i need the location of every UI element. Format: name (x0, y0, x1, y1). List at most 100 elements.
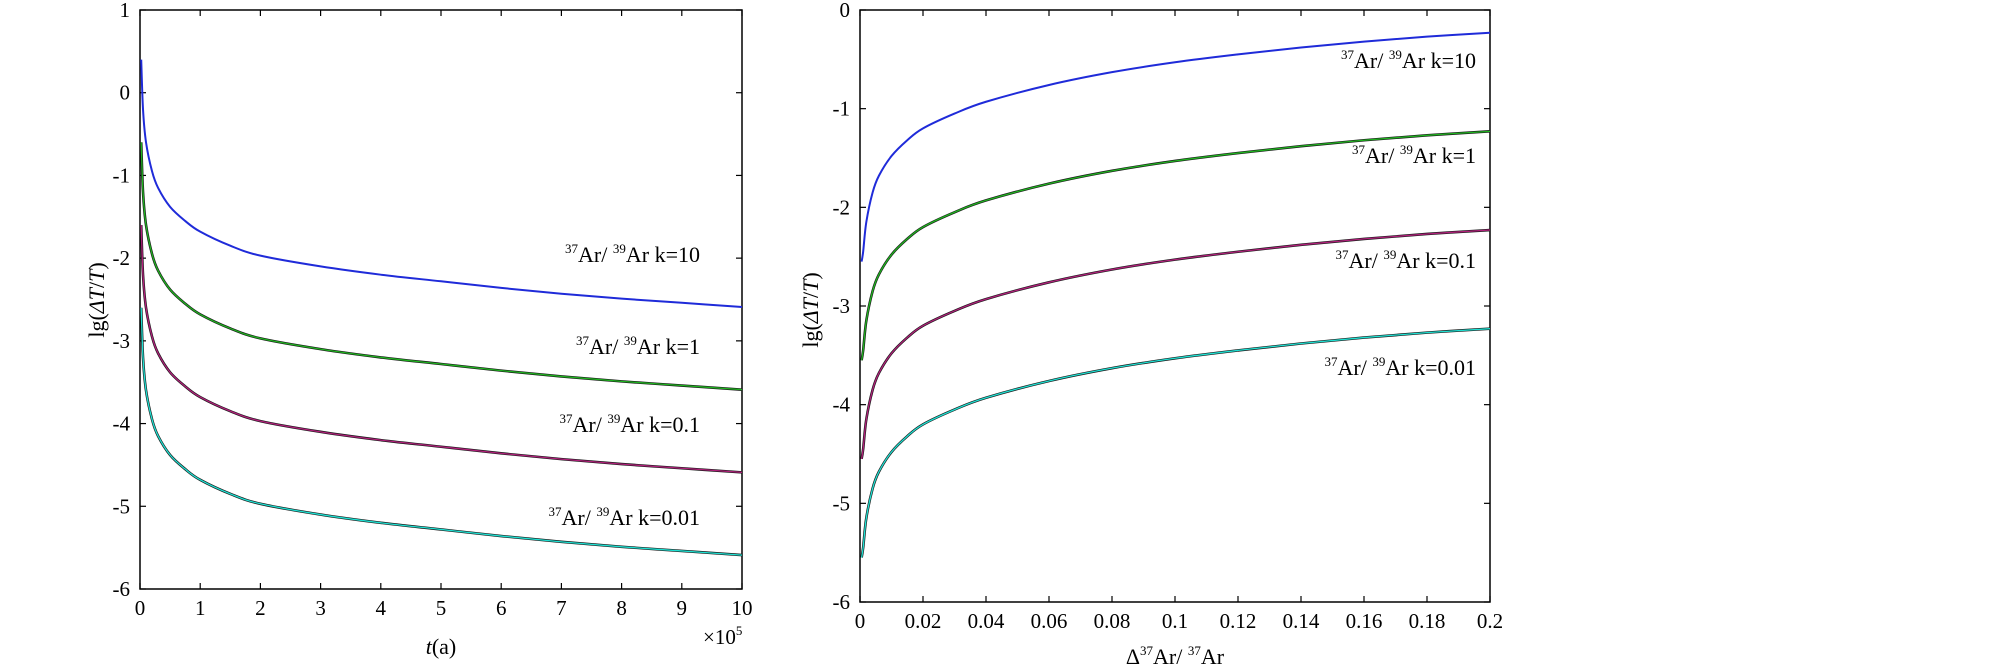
left-series (139, 59, 743, 557)
series-label-k10: 37Ar/ 39Ar k=10 (565, 241, 700, 267)
x-tick-label: 7 (556, 596, 567, 620)
y-tick-label: -2 (113, 246, 131, 270)
series-label-sup1: 37 (1341, 47, 1355, 62)
series-label-post: Ar k=0.1 (620, 412, 700, 437)
series-label-sup1: 37 (549, 504, 563, 519)
left-x-axis-label-rest: (a) (432, 634, 456, 659)
series-label-sup1: 37 (1325, 354, 1339, 369)
y-tick-label: -6 (113, 577, 131, 601)
series-label-mid: Ar/ (589, 334, 624, 359)
series-label-mid: Ar/ (573, 412, 608, 437)
series-line-k0-01 (140, 307, 743, 556)
series-line-k10 (860, 31, 1491, 262)
series-line-k1 (860, 130, 1491, 361)
x-tick-label: 0 (135, 596, 146, 620)
left-x-scale-label: ×105 (703, 623, 742, 649)
y-tick-label: 1 (120, 0, 131, 22)
y-tick-label: -5 (113, 494, 131, 518)
y-tick-label: -1 (113, 163, 131, 187)
y-tick-label: 0 (120, 81, 131, 105)
y-tick-label: -4 (833, 393, 851, 417)
x-tick-label: 0.14 (1283, 609, 1320, 633)
x-tick-label: 10 (732, 596, 753, 620)
series-label-post: Ar k=1 (1413, 143, 1476, 168)
x-tick-label: 8 (616, 596, 627, 620)
series-label-mid: Ar/ (1338, 355, 1373, 380)
right-x-axis-label: Δ37Ar/ 37Ar (1126, 643, 1225, 664)
x-tick-label: 1 (195, 596, 206, 620)
series-label-post: Ar k=0.1 (1396, 248, 1476, 273)
y-tick-label: -3 (833, 294, 851, 318)
x-tick-label: 2 (255, 596, 266, 620)
series-label-sup2: 39 (1383, 247, 1396, 262)
x-tick-label: 0.18 (1409, 609, 1446, 633)
left-x-scale-exp: 5 (736, 623, 743, 638)
series-label-post: Ar k=1 (637, 334, 700, 359)
series-label-k1: 37Ar/ 39Ar k=1 (576, 333, 700, 359)
y-tick-label: -2 (833, 195, 851, 219)
right-x-axis-label-sup1: 37 (1140, 643, 1154, 658)
series-label-mid: Ar/ (1365, 143, 1400, 168)
left-plot-frame (139, 9, 743, 590)
series-line-k0-1 (860, 229, 1491, 460)
right-ticks: 0 0.02 0.04 0.06 0.08 0.1 0.12 0.14 0.16 0.18 0.2 0… (833, 0, 1504, 633)
series-line-k1 (140, 142, 743, 391)
series-label-sup1: 37 (560, 411, 574, 426)
series-line-k0-1 (140, 225, 743, 474)
series-label-mid: Ar/ (1349, 248, 1384, 273)
series-label-post: Ar k=0.01 (1385, 355, 1476, 380)
right-x-axis-label-post: Ar (1201, 644, 1225, 664)
y-tick-label: -3 (113, 329, 131, 353)
x-tick-label: 0.08 (1094, 609, 1131, 633)
series-label-sup1: 37 (565, 241, 579, 256)
x-tick-label: 9 (677, 596, 688, 620)
series-label-sup1: 37 (1352, 142, 1366, 157)
series-label-k1: 37Ar/ 39Ar k=1 (1352, 142, 1476, 168)
right-x-axis-label-sup2: 37 (1188, 643, 1202, 658)
series-label-post: Ar k=10 (626, 242, 700, 267)
series-label-sup1: 37 (576, 333, 590, 348)
series-label-post: Ar k=0.01 (609, 505, 700, 530)
series-label-sup2: 39 (624, 333, 637, 348)
series-label-post: Ar k=10 (1402, 48, 1476, 73)
x-tick-label: 0 (855, 609, 866, 633)
right-x-axis-label-mid: Ar/ (1153, 644, 1188, 664)
x-tick-label: 4 (376, 596, 387, 620)
x-tick-label: 0.12 (1220, 609, 1257, 633)
series-label-k0-01: 37Ar/ 39Ar k=0.01 (1325, 354, 1476, 380)
y-tick-label: 0 (840, 0, 851, 22)
left-x-axis-label-italic: t (426, 634, 433, 659)
series-label-sup2: 39 (1372, 354, 1385, 369)
x-tick-label: 0.04 (968, 609, 1005, 633)
left-x-scale-base: ×10 (703, 625, 736, 649)
x-tick-label: 0.02 (905, 609, 942, 633)
right-series (860, 31, 1491, 558)
series-label-sup2: 39 (613, 241, 626, 256)
series-label-sup2: 39 (596, 504, 609, 519)
x-tick-label: 0.16 (1346, 609, 1383, 633)
y-tick-label: -5 (833, 491, 851, 515)
series-line-k0-01 (860, 328, 1491, 558)
series-label-sup1: 37 (1336, 247, 1350, 262)
right-plot-frame (859, 9, 1491, 603)
series-line-k10 (140, 59, 743, 308)
series-label-mid: Ar/ (562, 505, 597, 530)
x-tick-label: 6 (496, 596, 507, 620)
series-label-sup2: 39 (1400, 142, 1413, 157)
series-label-k0-01: 37Ar/ 39Ar k=0.01 (549, 504, 700, 530)
x-tick-label: 0.06 (1031, 609, 1068, 633)
x-tick-label: 5 (436, 596, 447, 620)
right-x-axis-label-delta: Δ (1126, 644, 1140, 664)
series-label-sup2: 39 (1389, 47, 1402, 62)
y-tick-label: -4 (113, 412, 131, 436)
x-tick-label: 0.1 (1162, 609, 1188, 633)
left-y-axis-label: lg(ΔT/T) (84, 262, 109, 337)
x-tick-label: 0.2 (1477, 609, 1503, 633)
series-label-sup2: 39 (607, 411, 620, 426)
series-label-k0-1: 37Ar/ 39Ar k=0.1 (1336, 247, 1476, 273)
